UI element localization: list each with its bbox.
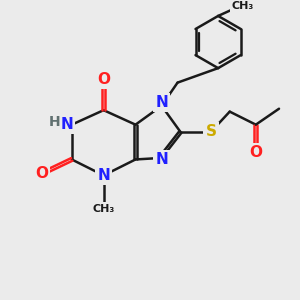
Text: N: N [97, 168, 110, 183]
Text: S: S [206, 124, 216, 140]
Text: O: O [35, 167, 48, 182]
Text: O: O [97, 72, 110, 87]
Text: H: H [49, 115, 60, 129]
Text: CH₃: CH₃ [92, 204, 115, 214]
Text: CH₃: CH₃ [232, 1, 254, 11]
Text: N: N [155, 95, 168, 110]
Text: N: N [155, 152, 168, 167]
Text: O: O [249, 145, 262, 160]
Text: N: N [60, 117, 73, 132]
